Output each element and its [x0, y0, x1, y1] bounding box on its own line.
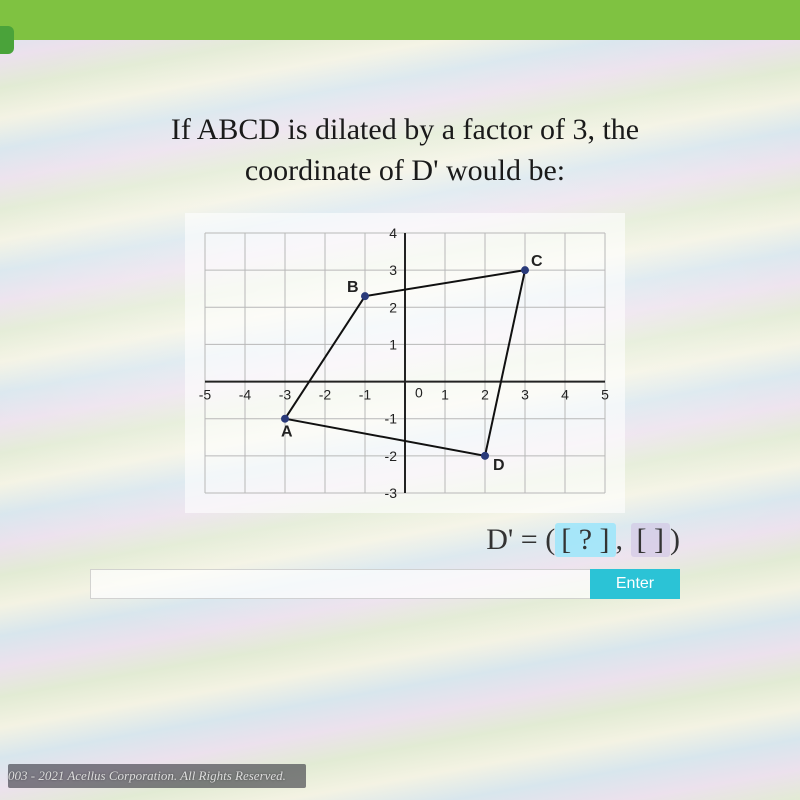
screen-bg: If ABCD is dilated by a factor of 3, the… [0, 0, 800, 800]
answer-sep: , [616, 523, 631, 556]
svg-text:-3: -3 [385, 485, 398, 501]
svg-text:D: D [493, 457, 505, 474]
svg-text:0: 0 [415, 385, 423, 401]
content-area: If ABCD is dilated by a factor of 3, the… [70, 110, 740, 750]
svg-text:C: C [531, 253, 543, 270]
question-text: If ABCD is dilated by a factor of 3, the… [70, 110, 740, 191]
svg-text:3: 3 [521, 387, 529, 403]
question-line-1: If ABCD is dilated by a factor of 3, the [171, 113, 639, 146]
svg-text:4: 4 [561, 387, 569, 403]
svg-text:-1: -1 [359, 387, 372, 403]
svg-text:-5: -5 [199, 387, 212, 403]
question-line-2: coordinate of D' would be: [245, 154, 565, 187]
answer-suffix: ) [670, 523, 680, 556]
svg-text:1: 1 [389, 336, 397, 352]
svg-text:2: 2 [481, 387, 489, 403]
svg-text:3: 3 [389, 262, 397, 278]
svg-text:-1: -1 [385, 411, 398, 427]
svg-text:5: 5 [601, 387, 609, 403]
svg-text:1: 1 [441, 387, 449, 403]
answer-prefix: D' = ( [486, 523, 555, 556]
svg-text:-2: -2 [319, 387, 332, 403]
coordinate-grid-svg: -5 -4 -3 -2 -1 0 1 2 3 4 5 -3 -2 -1 1 2 3 4 A B C D [185, 213, 625, 513]
svg-text:2: 2 [389, 299, 397, 315]
answer-row: D' = ([ ? ], [ ]) Enter [70, 533, 740, 623]
answer-slot-2[interactable]: [ ] [631, 523, 670, 557]
top-green-bar [0, 0, 800, 40]
svg-text:-4: -4 [239, 387, 252, 403]
svg-text:A: A [281, 424, 293, 441]
svg-text:-2: -2 [385, 448, 398, 464]
answer-slot-1[interactable]: [ ? ] [555, 523, 615, 557]
copyright-footer: 003 - 2021 Acellus Corporation. All Righ… [8, 764, 306, 788]
answer-expression: D' = ([ ? ], [ ]) [486, 523, 680, 557]
svg-text:B: B [347, 279, 359, 296]
svg-text:4: 4 [389, 225, 397, 241]
side-tab[interactable] [0, 26, 14, 54]
enter-button[interactable]: Enter [590, 569, 680, 599]
svg-text:-3: -3 [279, 387, 292, 403]
graph: -5 -4 -3 -2 -1 0 1 2 3 4 5 -3 -2 -1 1 2 3 4 A B C D [185, 213, 625, 513]
